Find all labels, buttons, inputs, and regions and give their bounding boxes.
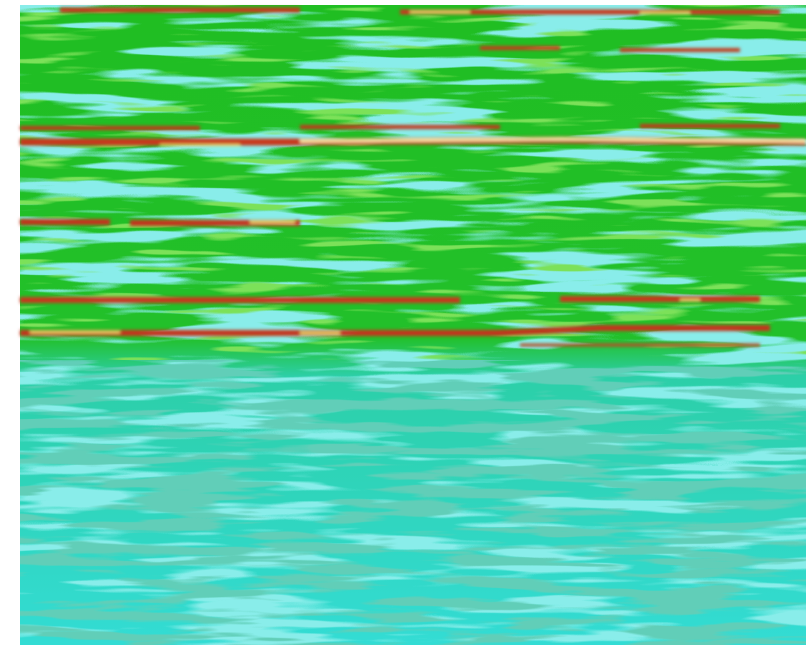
seismic-image	[0, 0, 806, 649]
green-texture	[20, 5, 806, 360]
page	[0, 0, 806, 649]
teal-texture	[20, 360, 806, 645]
